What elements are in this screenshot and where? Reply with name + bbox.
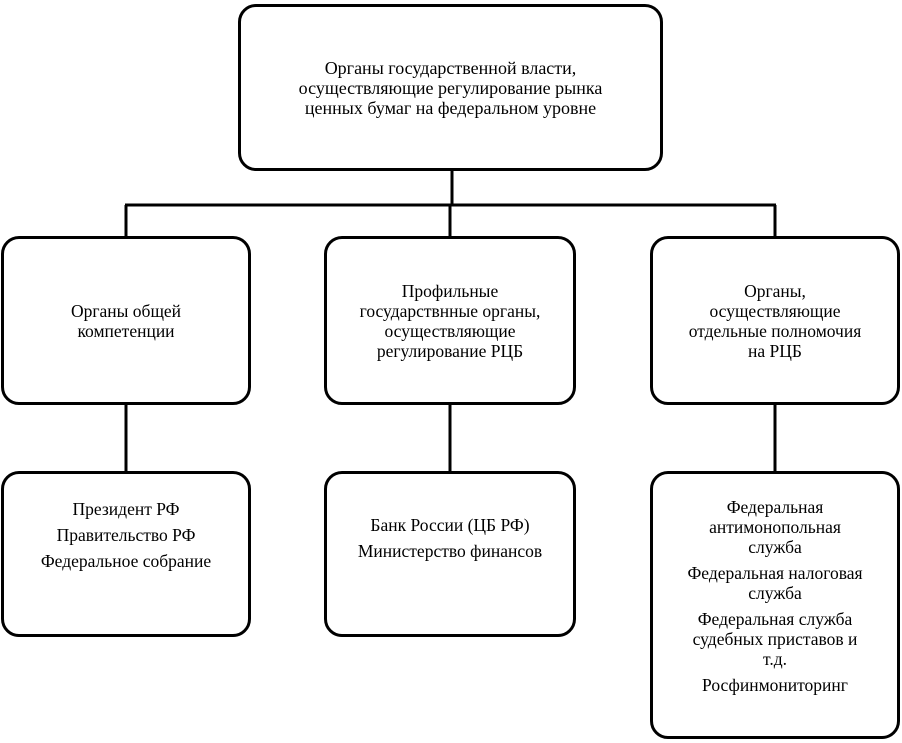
title-line: Профильные xyxy=(401,280,499,301)
top-line: ценных бумаг на федеральном уровне xyxy=(304,97,597,118)
specialized-members: Банк России (ЦБ РФ) Министерство финансо… xyxy=(324,471,576,637)
category-partial: Органы, осуществляющие отдельные полномо… xyxy=(650,236,900,405)
top-line: осуществляющие регулирование рынка xyxy=(298,77,603,98)
member-item: Федеральная антимонопольная служба xyxy=(709,497,841,557)
title-line: государствнные органы, xyxy=(359,300,541,321)
member-item: Правительство РФ xyxy=(56,525,196,545)
member-item: Министерство финансов xyxy=(357,541,543,561)
member-item: Федеральная налоговая служба xyxy=(687,563,863,603)
title-line: Органы, xyxy=(744,280,806,301)
general-members: Президент РФ Правительство РФ Федерально… xyxy=(1,471,251,637)
title-line: регулирование РЦБ xyxy=(376,340,524,361)
member-item: Президент РФ xyxy=(72,499,180,519)
member-item: Федеральное собрание xyxy=(40,551,212,571)
title-line: Органы общей xyxy=(70,300,182,321)
member-item: Банк России (ЦБ РФ) xyxy=(370,515,530,535)
member-item: Федеральная служба судебных приставов и т.… xyxy=(692,609,858,669)
partial-members: Федеральная антимонопольная служба Федерал… xyxy=(650,471,900,739)
member-item: Росфинмониторинг xyxy=(702,675,848,695)
title-line: на РЦБ xyxy=(748,340,802,361)
title-line: осуществляющие xyxy=(709,300,841,321)
category-specialized: Профильные государствнные органы, осущес… xyxy=(324,236,576,405)
top-line: Органы государственной власти, xyxy=(324,57,577,78)
category-general: Органы общей компетенции xyxy=(1,236,251,405)
top-box: Органы государственной власти, осуществл… xyxy=(238,4,663,171)
title-line: отдельные полномочия xyxy=(688,320,862,341)
title-line: компетенции xyxy=(77,320,175,341)
title-line: осуществляющие xyxy=(384,320,516,341)
